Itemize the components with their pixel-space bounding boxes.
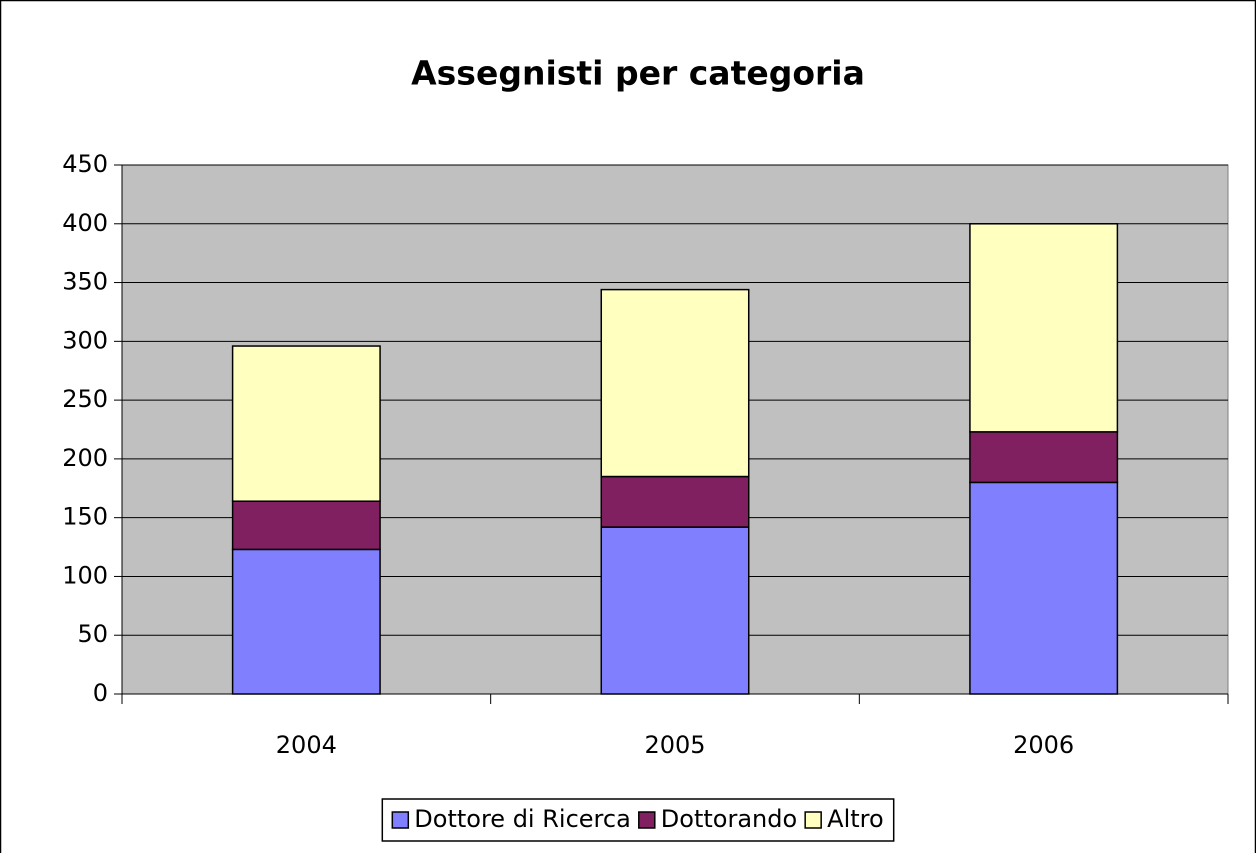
y-tick-label: 250 — [62, 385, 108, 413]
legend-swatch — [638, 811, 656, 829]
x-tick-label: 2005 — [644, 731, 705, 759]
legend-label: Altro — [827, 805, 884, 833]
y-tick-label: 300 — [62, 326, 108, 354]
bar-segment — [600, 288, 750, 478]
y-tick-label: 200 — [62, 444, 108, 472]
bar-segment — [969, 481, 1119, 695]
legend-label: Dottorando — [661, 805, 797, 833]
bar-segment — [231, 345, 381, 502]
legend-label: Dottore di Ricerca — [414, 805, 630, 833]
bar-segment — [969, 223, 1119, 433]
x-tick-label: 2004 — [276, 731, 337, 759]
y-tick-label: 50 — [77, 620, 108, 648]
bar-segment — [600, 475, 750, 528]
y-tick-label: 150 — [62, 503, 108, 531]
bar-segment — [231, 548, 381, 695]
chart-title: Assegnisti per categoria — [411, 54, 865, 93]
y-tick-label: 400 — [62, 209, 108, 237]
y-tick-label: 350 — [62, 268, 108, 296]
x-tick-label: 2006 — [1013, 731, 1074, 759]
bar-segment — [600, 526, 750, 695]
legend-swatch — [804, 811, 822, 829]
y-tick-label: 450 — [62, 150, 108, 178]
y-tick-label: 100 — [62, 561, 108, 589]
legend-swatch — [391, 811, 410, 829]
bar-segment — [231, 500, 381, 551]
y-tick-label: 0 — [93, 679, 108, 707]
bar-segment — [969, 431, 1119, 484]
